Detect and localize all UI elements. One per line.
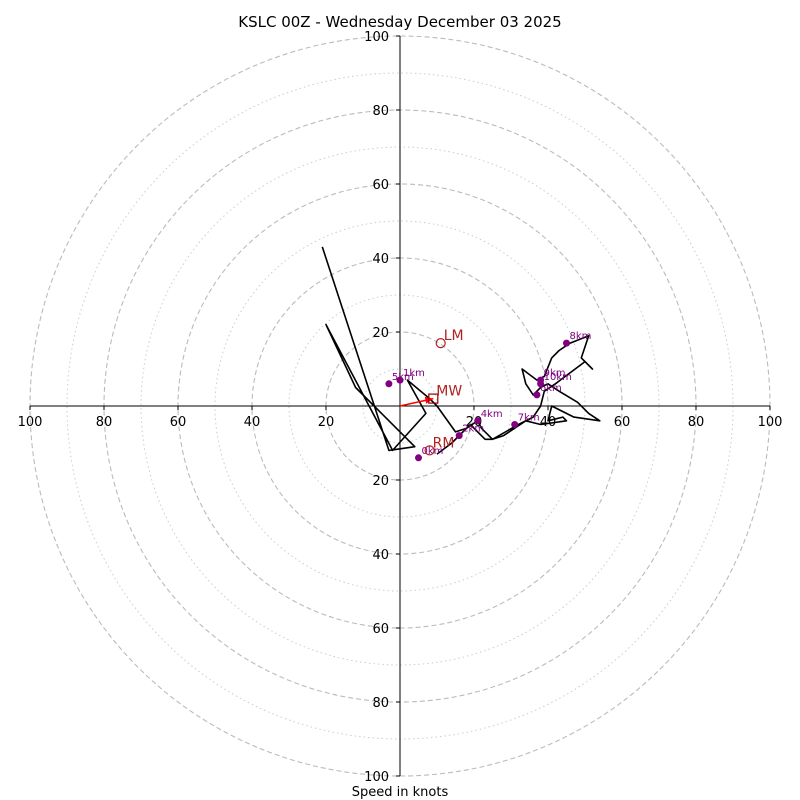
- x-axis-label: Speed in knots: [352, 785, 449, 800]
- height-label-5km: 5km: [392, 372, 414, 383]
- y-tick-label: 80: [372, 696, 389, 711]
- y-tick-label: 60: [372, 622, 389, 637]
- y-tick-label: 100: [364, 30, 389, 45]
- height-label-9km: 9km: [544, 368, 566, 379]
- height-label-10km: 10km: [544, 372, 572, 383]
- storm-motion-markers: LM MW RM: [424, 328, 464, 456]
- y-tick-label: 80: [372, 104, 389, 119]
- chart-title: KSLC 00Z - Wednesday December 03 2025: [238, 13, 561, 31]
- y-tick-label: 60: [372, 178, 389, 193]
- height-marker-5km: [385, 380, 393, 388]
- height-label-2km: 2km: [462, 424, 484, 435]
- motion-marker-MW: [428, 393, 439, 404]
- height-label-7km: 7km: [518, 413, 540, 424]
- height-marker-7km: [511, 421, 519, 428]
- x-tick-label: 40: [244, 415, 261, 430]
- height-label-8km: 8km: [570, 331, 592, 342]
- x-tick-label: 20: [318, 415, 335, 430]
- y-tick-label: 20: [372, 326, 389, 341]
- y-tick-label: 100: [364, 770, 389, 785]
- height-marker-10km: [537, 380, 545, 388]
- hodograph-trace: [321, 246, 601, 455]
- height-label-1km: 1km: [403, 368, 425, 379]
- x-tick-label: 60: [614, 415, 631, 430]
- x-tick-label: 60: [170, 415, 187, 430]
- x-tick-label: 100: [18, 415, 43, 430]
- y-tick-label: 40: [372, 252, 389, 267]
- height-marker-1km: [396, 376, 404, 384]
- height-marker-2km: [455, 432, 463, 440]
- x-tick-label: 80: [688, 415, 705, 430]
- height-label-4km: 4km: [481, 409, 503, 420]
- motion-label-MW: MW: [436, 384, 462, 400]
- x-tick-label: 100: [758, 415, 783, 430]
- height-label-6km: 6km: [540, 383, 562, 394]
- height-marker-4km: [474, 417, 482, 425]
- height-marker-8km: [563, 339, 570, 347]
- axis-ticks: 100 80 60 40 20 20 40 60 80 100100806040202040608…: [18, 30, 783, 785]
- motion-label-LM: LM: [444, 328, 464, 344]
- motion-label-RM: RM: [433, 435, 455, 451]
- height-marker-0km: [415, 454, 422, 462]
- x-tick-label: 80: [96, 415, 113, 430]
- height-label-0km: 0km: [422, 446, 444, 457]
- motion-marker-RM: [424, 445, 435, 456]
- height-marker-6km: [533, 391, 541, 399]
- y-tick-label: 20: [372, 474, 389, 489]
- motion-marker-LM: [435, 338, 446, 349]
- hodograph-line: [321, 246, 601, 455]
- x-tick-label: 40: [540, 415, 557, 430]
- y-tick-label: 40: [372, 548, 389, 563]
